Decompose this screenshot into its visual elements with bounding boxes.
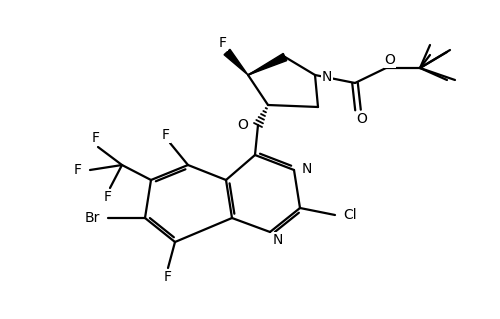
- Text: N: N: [302, 162, 312, 176]
- Text: F: F: [92, 131, 100, 145]
- Polygon shape: [224, 49, 248, 75]
- Text: F: F: [219, 36, 227, 50]
- Text: O: O: [356, 112, 368, 126]
- Text: O: O: [237, 118, 248, 132]
- Text: F: F: [104, 190, 112, 204]
- Text: F: F: [164, 270, 172, 284]
- Polygon shape: [248, 53, 286, 75]
- Text: Cl: Cl: [343, 208, 356, 222]
- Text: N: N: [273, 233, 283, 247]
- Text: O: O: [384, 53, 396, 67]
- Text: F: F: [162, 128, 170, 142]
- Text: Br: Br: [84, 211, 100, 225]
- Text: N: N: [322, 70, 332, 84]
- Text: F: F: [74, 163, 82, 177]
